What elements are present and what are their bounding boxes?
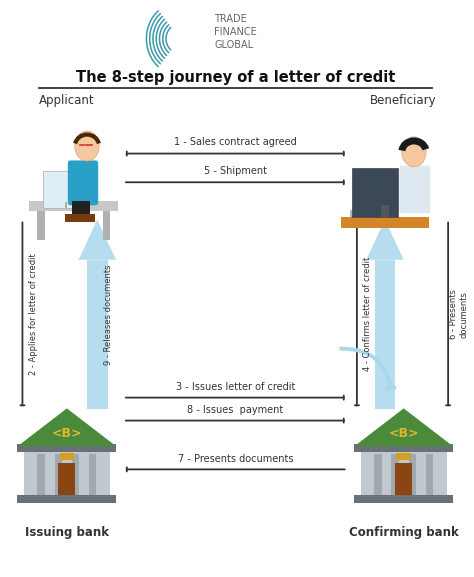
Text: 9 - Releases documents: 9 - Releases documents <box>103 264 112 365</box>
FancyBboxPatch shape <box>350 211 397 218</box>
FancyBboxPatch shape <box>37 454 45 495</box>
FancyBboxPatch shape <box>64 215 95 223</box>
FancyBboxPatch shape <box>18 444 117 452</box>
Circle shape <box>75 131 99 161</box>
Text: 7 - Presents documents: 7 - Presents documents <box>178 454 293 464</box>
Text: 1 - Sales contract agreed: 1 - Sales contract agreed <box>174 137 297 147</box>
FancyBboxPatch shape <box>396 453 411 460</box>
FancyBboxPatch shape <box>87 260 108 409</box>
FancyBboxPatch shape <box>72 201 90 220</box>
FancyBboxPatch shape <box>400 166 430 213</box>
FancyBboxPatch shape <box>381 205 389 217</box>
FancyBboxPatch shape <box>354 495 453 504</box>
FancyBboxPatch shape <box>374 260 395 409</box>
FancyBboxPatch shape <box>354 444 453 452</box>
FancyBboxPatch shape <box>18 495 117 504</box>
Text: The 8-step journey of a letter of credit: The 8-step journey of a letter of credit <box>75 70 395 85</box>
FancyBboxPatch shape <box>103 211 110 239</box>
FancyBboxPatch shape <box>55 454 62 495</box>
Text: 5 - Shipment: 5 - Shipment <box>204 166 267 177</box>
Polygon shape <box>18 409 117 447</box>
Circle shape <box>402 137 426 167</box>
Text: Beneficiary: Beneficiary <box>370 93 437 107</box>
Text: <B>: <B> <box>52 427 82 440</box>
FancyBboxPatch shape <box>361 451 447 495</box>
FancyBboxPatch shape <box>89 454 96 495</box>
FancyBboxPatch shape <box>24 451 110 495</box>
Text: <B>: <B> <box>388 427 419 440</box>
FancyBboxPatch shape <box>58 463 75 495</box>
Text: 3 - Issues letter of credit: 3 - Issues letter of credit <box>175 383 295 392</box>
Text: 4 - Confirms letter of credit: 4 - Confirms letter of credit <box>363 257 372 372</box>
FancyBboxPatch shape <box>72 454 79 495</box>
FancyBboxPatch shape <box>29 201 118 211</box>
FancyBboxPatch shape <box>426 454 433 495</box>
Text: TRADE
FINANCE
GLOBAL: TRADE FINANCE GLOBAL <box>214 14 257 50</box>
FancyBboxPatch shape <box>37 211 45 239</box>
FancyBboxPatch shape <box>44 171 81 208</box>
FancyBboxPatch shape <box>395 463 412 495</box>
FancyBboxPatch shape <box>392 454 399 495</box>
FancyBboxPatch shape <box>68 160 98 205</box>
Text: Applicant: Applicant <box>39 93 95 107</box>
FancyBboxPatch shape <box>60 453 74 460</box>
FancyBboxPatch shape <box>340 217 429 228</box>
FancyBboxPatch shape <box>374 454 382 495</box>
Polygon shape <box>354 409 453 447</box>
Text: Issuing bank: Issuing bank <box>25 526 109 539</box>
Polygon shape <box>79 220 116 260</box>
Text: 6 - Presents
documents: 6 - Presents documents <box>449 290 469 339</box>
FancyBboxPatch shape <box>352 168 398 217</box>
FancyBboxPatch shape <box>409 454 416 495</box>
Text: Confirming bank: Confirming bank <box>349 526 458 539</box>
Text: 2 - Applies for letter of credit: 2 - Applies for letter of credit <box>29 253 38 375</box>
Polygon shape <box>366 220 404 260</box>
Text: 8 - Issues  payment: 8 - Issues payment <box>187 405 283 415</box>
FancyBboxPatch shape <box>65 203 67 208</box>
